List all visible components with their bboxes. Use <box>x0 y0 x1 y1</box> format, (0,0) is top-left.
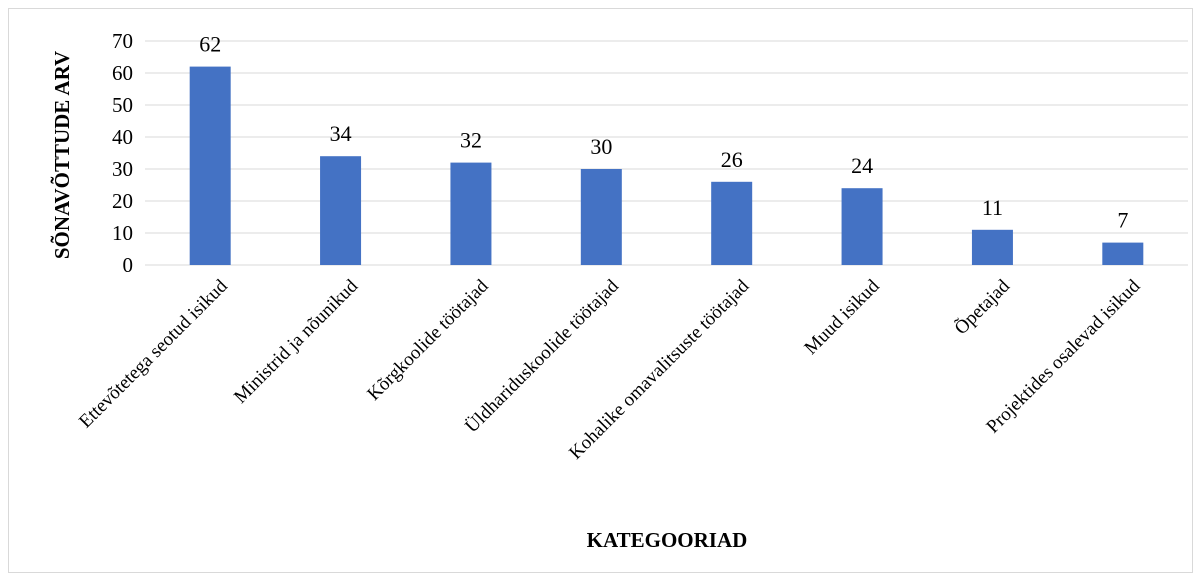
category-label: Ministrid ja nõunikud <box>230 275 362 407</box>
category-label: Projektides osalevad isikud <box>982 275 1144 437</box>
y-tick-label: 30 <box>112 157 133 181</box>
y-tick-labels: 0 10 20 30 40 50 60 70 <box>112 29 133 277</box>
data-label: 26 <box>721 147 743 172</box>
bars <box>189 66 1144 265</box>
bar <box>580 169 622 265</box>
y-tick-label: 60 <box>112 61 133 85</box>
y-tick-label: 40 <box>112 125 133 149</box>
data-labels: 62 34 32 30 26 24 11 7 <box>199 32 1128 233</box>
y-tick-label: 0 <box>123 253 134 277</box>
y-tick-label: 10 <box>112 221 133 245</box>
gridlines <box>145 40 1188 266</box>
category-label: Kõrgkoolide töötajad <box>363 275 493 405</box>
y-tick-label: 20 <box>112 189 133 213</box>
data-label: 11 <box>982 195 1003 220</box>
bar <box>320 156 362 265</box>
category-label: Ettevõtetega seotud isikud <box>75 275 232 432</box>
data-label: 30 <box>590 134 612 159</box>
bar <box>450 162 492 265</box>
category-label: Üldhariduskoolide töötajad <box>461 275 623 437</box>
data-label: 7 <box>1117 208 1128 233</box>
data-label: 32 <box>460 128 482 153</box>
data-label: 24 <box>851 153 873 178</box>
y-axis-title: SÕNAVÕTTUDE ARV <box>50 51 74 259</box>
x-axis-title: KATEGOORIAD <box>587 528 748 552</box>
category-label: Õpetajad <box>950 275 1014 339</box>
bar <box>841 188 883 265</box>
bar <box>189 66 231 265</box>
y-tick-label: 70 <box>112 29 133 53</box>
bar <box>1102 242 1144 265</box>
bar <box>711 181 753 265</box>
y-tick-label: 50 <box>112 93 133 117</box>
data-label: 34 <box>330 121 352 146</box>
bar <box>971 229 1013 265</box>
category-label: Muud isikud <box>800 275 884 359</box>
data-label: 62 <box>199 32 221 57</box>
